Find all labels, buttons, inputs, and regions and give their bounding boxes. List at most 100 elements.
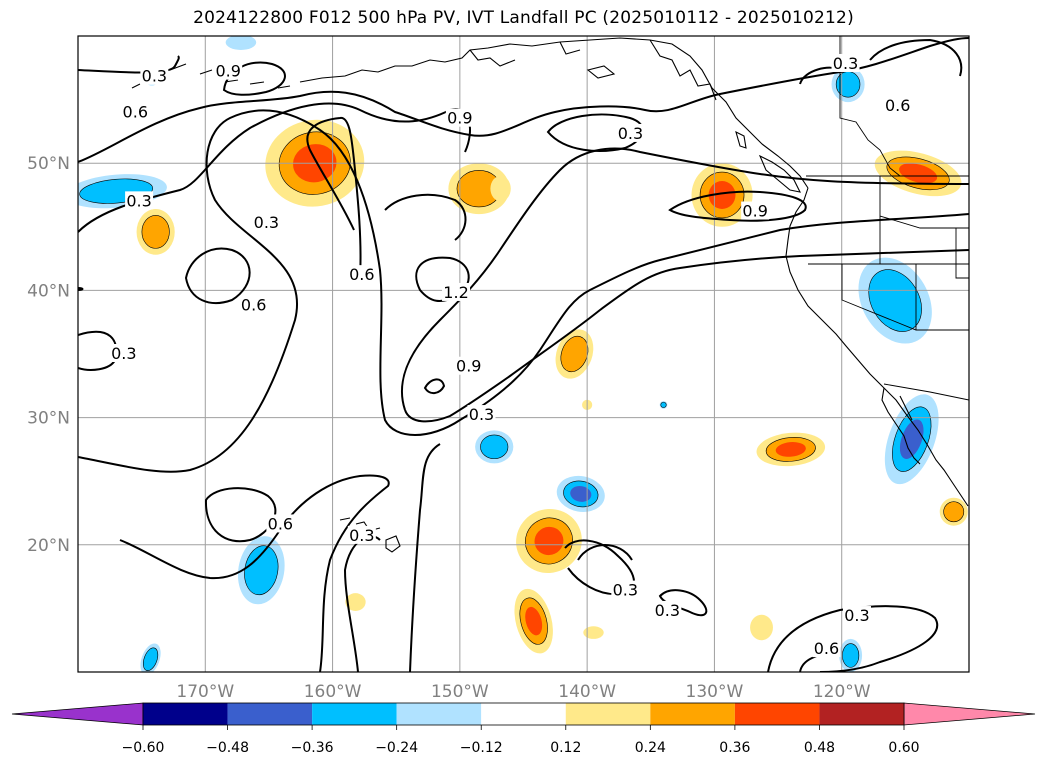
lon-tick-label: 150°W <box>431 682 489 702</box>
contour-label: 0.3 <box>142 67 167 86</box>
lon-tick-label: 140°W <box>558 682 616 702</box>
na-west-coastline <box>785 187 969 507</box>
contour-label: 0.9 <box>456 357 481 376</box>
pv-anomaly-blob <box>516 508 582 574</box>
contour-label-bg <box>140 66 169 85</box>
pv-anomaly-level <box>775 442 806 457</box>
pv-anomaly-level <box>142 647 159 671</box>
contour-label: 0.3 <box>469 405 494 424</box>
lon-tick-label: 130°W <box>686 682 744 702</box>
pv-anomaly-blob <box>448 163 510 215</box>
colorbar-tick-label: −0.48 <box>206 740 249 756</box>
pv-anomaly-blob <box>583 626 604 639</box>
colorbar-extend-low <box>11 702 144 726</box>
contour-line <box>78 109 969 473</box>
contour-label: 0.3 <box>349 526 374 545</box>
pv-anomaly-blob <box>140 643 161 672</box>
colorbar-segment <box>396 703 482 725</box>
contour-label-bg <box>741 201 770 220</box>
pv-anomaly-level <box>490 175 511 202</box>
map-background <box>78 36 969 672</box>
contour-label: 0.3 <box>833 54 858 73</box>
pv-anomaly-level <box>480 434 509 460</box>
alaska-coastline <box>299 37 809 189</box>
map-frame <box>77 35 970 673</box>
contour-line <box>409 443 441 672</box>
contour-line <box>119 474 390 672</box>
aleutian-islands <box>131 63 291 89</box>
colorbar-segment <box>819 703 904 725</box>
colorbar: −0.60 −0.48 −0.36 −0.24 −0.12 0.12 0.24 0.36 0.4… <box>11 702 1036 756</box>
contour-label-bg <box>239 295 268 314</box>
contour-label: 0.6 <box>885 96 910 115</box>
colorbar-segment <box>143 703 228 725</box>
contour-labels: 0.3 0.9 0.6 0.3 0.9 0.3 0.3 0.6 0.3 0.6 1.2 0.6 0.9 0… <box>109 53 912 658</box>
colorbar-frame <box>142 702 905 726</box>
contour-label-bg <box>214 61 243 80</box>
contour-line <box>78 287 84 291</box>
contour-line <box>564 539 635 596</box>
pv-anomaly-blob <box>555 329 594 379</box>
contour-label: 0.6 <box>123 102 148 121</box>
axis-ticks: 170°W 160°W 150°W 140°W 130°W 120°W 20°N 30°N 40… <box>27 154 871 702</box>
lat-tick-label: 20°N <box>27 536 70 556</box>
contour-label-bg <box>454 356 483 375</box>
contour-line <box>423 378 446 394</box>
pv-anomaly-blob <box>939 497 968 526</box>
contour-label: 0.9 <box>215 62 240 81</box>
pv-anomaly-level <box>899 163 938 184</box>
contour-line <box>78 55 180 74</box>
alaska-inlet-detail <box>469 39 717 101</box>
lat-tick-label: 50°N <box>27 154 70 174</box>
contour-label: 0.6 <box>814 639 839 658</box>
pv-anomaly-level <box>708 181 736 209</box>
pv-anomaly-blob <box>756 432 826 467</box>
contour-label-bg <box>812 639 841 658</box>
pv-anomaly-blob <box>691 163 753 227</box>
pv-anomaly-level <box>570 485 592 502</box>
political-borders <box>806 36 969 401</box>
contour-line <box>668 190 807 222</box>
contour-label-bg <box>442 282 471 301</box>
pv-anomaly-level <box>750 614 773 641</box>
us-mexico-border <box>883 383 969 401</box>
contour-label: 0.3 <box>111 344 136 363</box>
pv-anomaly-blob <box>490 175 511 202</box>
pv-anomaly-layer <box>78 36 968 672</box>
pv-anomaly-blob <box>225 36 257 50</box>
pv-anomaly-blob <box>750 614 773 641</box>
pv-anomaly-blob <box>345 593 366 611</box>
colorbar-tick-label: 0.24 <box>635 740 666 756</box>
pv-anomaly-level <box>560 335 589 373</box>
pv-anomaly-level <box>244 545 279 596</box>
pv-anomaly-blob <box>884 394 939 485</box>
contour-label-bg <box>831 53 860 72</box>
contour-label: 0.6 <box>268 514 293 533</box>
colorbar-tick-label: −0.36 <box>291 740 334 756</box>
colorbar-tick-label: −0.60 <box>122 740 165 756</box>
contour-label-bg <box>125 191 154 210</box>
colorbar-segment <box>565 703 651 725</box>
pv-anomaly-level <box>660 401 667 408</box>
pv-anomaly-level <box>525 606 543 636</box>
contour-line <box>384 193 467 241</box>
contour-line <box>577 544 633 561</box>
alaska-lake-ring <box>586 65 616 79</box>
contour-label-bg <box>616 123 645 142</box>
contour-label-bg <box>611 580 640 599</box>
contour-label-bg <box>252 212 281 231</box>
contour-label-bg <box>467 405 496 424</box>
contour-label: 0.3 <box>655 601 680 620</box>
coastlines <box>131 37 969 553</box>
lat-tick-label: 30°N <box>27 409 70 429</box>
pv-anomaly-blob <box>556 475 605 512</box>
pv-anomaly-level <box>583 626 604 639</box>
contour-line <box>415 256 470 302</box>
colorbar-segment <box>227 703 313 725</box>
pv-anomaly-blob <box>237 536 285 605</box>
contour-label-bg <box>445 108 474 127</box>
contour-label: 0.9 <box>447 109 472 128</box>
colorbar-tick-label: −0.24 <box>375 740 418 756</box>
colorbar-tick-label: 0.60 <box>888 740 919 756</box>
contour-label-bg <box>883 95 912 114</box>
